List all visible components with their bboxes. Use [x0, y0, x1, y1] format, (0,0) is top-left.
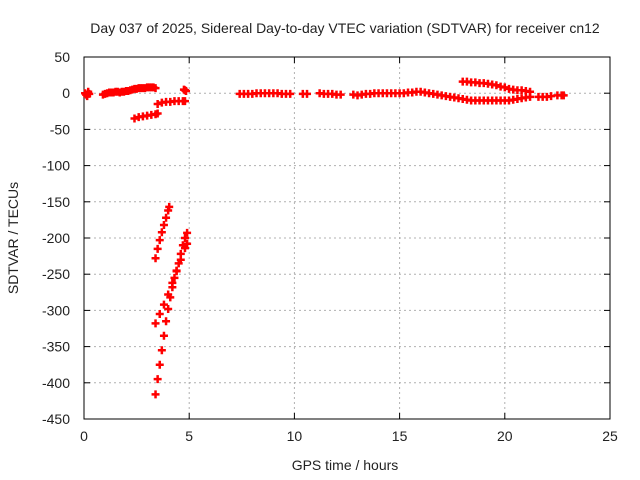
- axis-ticks: 0 5 10 15 20 25 50 0 -50 -100 -150 -200 -250 -300 -350…: [42, 49, 618, 444]
- data-point-marker: [336, 90, 345, 99]
- data-point-marker: [153, 109, 162, 118]
- x-tick-label: 25: [602, 428, 618, 444]
- y-tick-label: -400: [42, 375, 70, 391]
- chart-title: Day 037 of 2025, Sidereal Day-to-day VTE…: [90, 20, 600, 36]
- data-point-marker: [162, 213, 171, 222]
- data-point-marker: [165, 202, 174, 211]
- data-point-marker: [162, 317, 171, 326]
- data-point-marker: [155, 310, 164, 319]
- y-tick-label: -450: [42, 411, 70, 427]
- data-point-marker: [180, 97, 189, 106]
- y-tick-label: -200: [42, 230, 70, 246]
- data-point-marker: [151, 254, 160, 263]
- y-tick-label: -300: [42, 302, 70, 318]
- x-tick-label: 5: [185, 428, 193, 444]
- data-point-marker: [170, 273, 179, 282]
- x-tick-label: 0: [80, 428, 88, 444]
- data-point-marker: [176, 249, 185, 258]
- x-axis-label: GPS time / hours: [292, 457, 399, 473]
- data-point-marker: [166, 293, 175, 302]
- data-point-marker: [286, 89, 295, 98]
- data-point-marker: [159, 331, 168, 340]
- data-point-marker: [157, 346, 166, 355]
- x-tick-label: 20: [497, 428, 513, 444]
- data-point-marker: [157, 228, 166, 237]
- grid-lines: [84, 57, 610, 419]
- data-point-marker: [159, 220, 168, 229]
- data-point-marker: [492, 81, 501, 90]
- y-tick-label: 50: [54, 49, 70, 65]
- y-tick-label: -50: [50, 121, 70, 137]
- x-tick-label: 10: [287, 428, 303, 444]
- data-point-marker: [303, 89, 312, 98]
- y-axis-label: SDTVAR / TECUs: [5, 182, 21, 294]
- y-tick-label: -150: [42, 194, 70, 210]
- data-point-marker: [183, 239, 192, 248]
- data-point-marker: [155, 236, 164, 245]
- y-tick-label: 0: [62, 85, 70, 101]
- data-point-marker: [151, 319, 160, 328]
- data-point-marker: [151, 84, 160, 93]
- data-point-marker: [153, 100, 162, 109]
- data-point-marker: [168, 283, 177, 292]
- data-point-marker: [500, 83, 509, 92]
- data-point-marker: [151, 390, 160, 399]
- data-point-marker: [159, 300, 168, 309]
- x-tick-label: 15: [392, 428, 408, 444]
- data-point-marker: [559, 91, 568, 100]
- y-tick-label: -100: [42, 158, 70, 174]
- data-point-marker: [130, 114, 139, 123]
- data-point-marker: [174, 259, 183, 268]
- y-tick-label: -350: [42, 339, 70, 355]
- data-point-marker: [85, 89, 94, 98]
- data-point-marker: [182, 87, 191, 96]
- data-point-marker: [172, 266, 181, 275]
- data-point-marker: [164, 304, 173, 313]
- data-point-marker: [180, 234, 189, 242]
- data-point-marker: [153, 375, 162, 384]
- data-point-marker: [153, 244, 162, 253]
- data-point-marker: [178, 241, 187, 250]
- data-point-marker: [526, 87, 535, 96]
- data-point-marker: [183, 228, 192, 237]
- y-tick-label: -250: [42, 266, 70, 282]
- data-points: [81, 77, 568, 399]
- data-point-marker: [155, 360, 164, 369]
